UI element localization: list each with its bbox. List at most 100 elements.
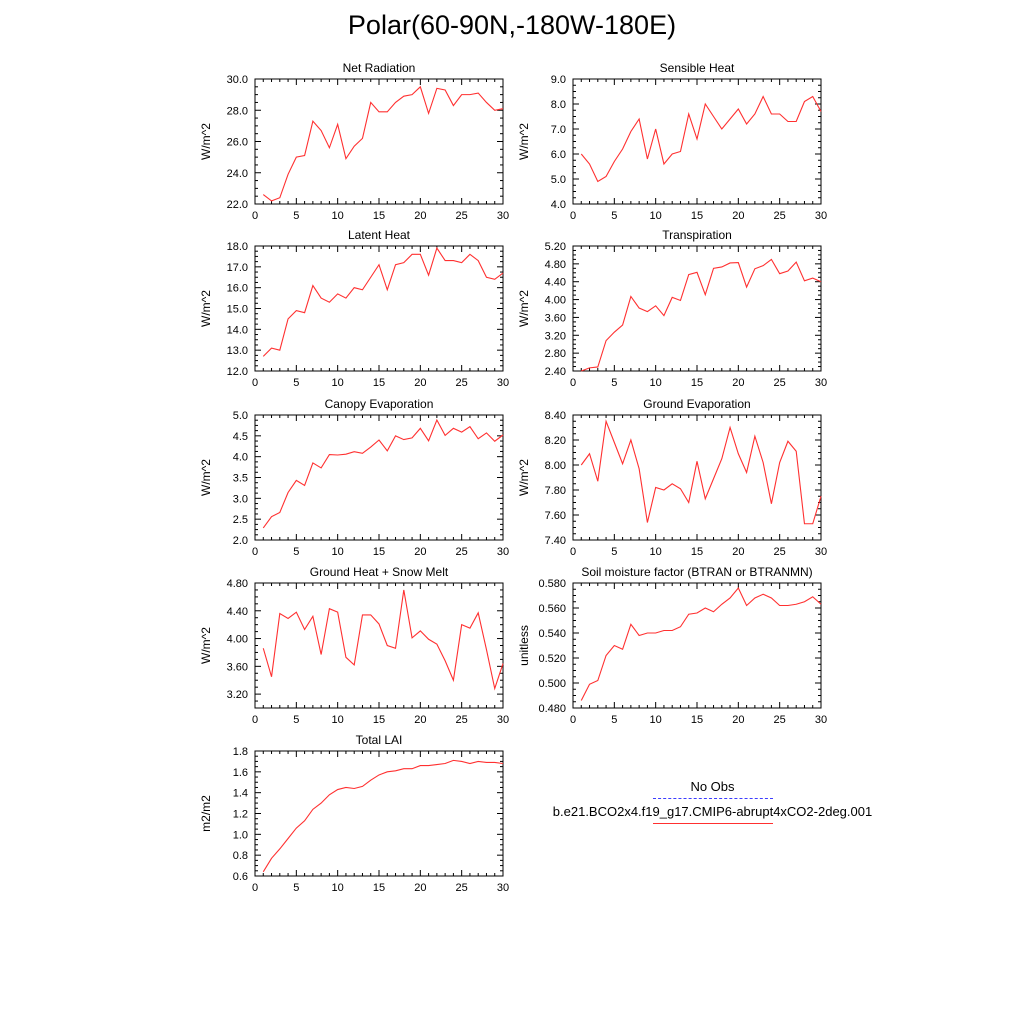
y-tick-label: 5.20 [545, 241, 566, 253]
y-tick-label: 0.500 [538, 678, 566, 690]
y-tick-label: 5.0 [233, 410, 248, 422]
y-tick-label: 13.0 [227, 345, 248, 357]
x-tick-label: 0 [570, 210, 576, 222]
panel-title: Ground Heat + Snow Melt [310, 565, 449, 579]
x-tick-label: 25 [456, 546, 468, 558]
x-tick-label: 5 [611, 546, 617, 558]
y-tick-label: 8.00 [545, 460, 566, 472]
plot-frame [572, 414, 822, 541]
y-tick-label: 24.0 [227, 168, 248, 180]
y-tick-label: 0.580 [538, 578, 566, 590]
legend-model-line [652, 823, 773, 824]
panel-title: Soil moisture factor (BTRAN or BTRANMN) [581, 565, 812, 579]
x-tick-label: 15 [373, 714, 385, 726]
x-tick-label: 5 [293, 882, 299, 894]
legend-obs-line [652, 798, 773, 799]
x-tick-label: 15 [691, 546, 703, 558]
y-axis-label: unitless [517, 625, 531, 666]
y-tick-label: 4.80 [227, 578, 248, 590]
x-tick-label: 30 [497, 210, 509, 222]
legend: No Obs b.e21.BCO2x4.f19_g17.CMIP6-abrupt… [520, 778, 905, 828]
y-axis-label: W/m^2 [199, 459, 213, 496]
chart-panel-3: 0 5 10 15 20 25 30 2.40 2.80 3.20 3.60 4.00 4.40 4.80… [517, 228, 827, 389]
y-tick-label: 26.0 [227, 137, 248, 149]
x-tick-label: 20 [414, 210, 426, 222]
x-tick-label: 5 [293, 546, 299, 558]
x-tick-label: 25 [774, 714, 786, 726]
y-tick-label: 8.0 [551, 99, 566, 111]
x-tick-label: 10 [332, 377, 344, 389]
y-tick-label: 4.00 [227, 634, 248, 646]
y-tick-label: 15.0 [227, 304, 248, 316]
y-tick-label: 4.0 [551, 199, 566, 211]
x-tick-label: 0 [252, 882, 258, 894]
y-tick-label: 4.40 [227, 606, 248, 618]
x-tick-label: 25 [774, 377, 786, 389]
y-axis-label: m2/m2 [199, 795, 213, 832]
y-tick-label: 17.0 [227, 262, 248, 274]
chart-panel-2: 0 5 10 15 20 25 30 12.0 13.0 14.0 15.0 16.0 17.0 18.0… [199, 228, 509, 389]
y-tick-label: 7.0 [551, 124, 566, 136]
plot-frame [572, 78, 822, 205]
x-tick-label: 0 [252, 210, 258, 222]
y-tick-label: 6.0 [551, 149, 566, 161]
y-tick-label: 3.20 [227, 689, 248, 701]
x-tick-label: 25 [456, 714, 468, 726]
y-axis-label: W/m^2 [517, 459, 531, 496]
x-tick-label: 10 [332, 546, 344, 558]
x-tick-label: 25 [456, 377, 468, 389]
plot-frame [254, 414, 504, 541]
y-tick-label: 0.540 [538, 628, 566, 640]
y-tick-label: 4.80 [545, 259, 566, 271]
x-tick-label: 5 [293, 377, 299, 389]
series-line-0 [580, 95, 822, 183]
x-tick-label: 20 [732, 546, 744, 558]
series-line-0 [262, 759, 504, 873]
chart-panel-0: 0 5 10 15 20 25 30 22.0 24.0 26.0 28.0 30.0 Net Radi… [199, 61, 509, 222]
x-tick-label: 15 [691, 210, 703, 222]
x-tick-label: 20 [732, 210, 744, 222]
y-tick-label: 4.5 [233, 431, 248, 443]
y-axis-label: W/m^2 [517, 290, 531, 327]
x-tick-label: 0 [252, 377, 258, 389]
series-line-0 [580, 419, 822, 525]
x-tick-label: 15 [373, 377, 385, 389]
y-tick-label: 5.0 [551, 174, 566, 186]
x-tick-label: 20 [414, 546, 426, 558]
y-tick-label: 2.5 [233, 514, 248, 526]
x-tick-label: 20 [732, 714, 744, 726]
x-tick-label: 20 [414, 714, 426, 726]
legend-obs-label: No Obs [690, 779, 735, 794]
x-tick-label: 30 [497, 714, 509, 726]
y-tick-label: 7.60 [545, 510, 566, 522]
y-tick-label: 3.60 [545, 312, 566, 324]
x-tick-label: 15 [691, 377, 703, 389]
y-tick-label: 4.40 [545, 277, 566, 289]
x-tick-label: 30 [497, 377, 509, 389]
x-tick-label: 25 [774, 210, 786, 222]
y-tick-label: 2.40 [545, 366, 566, 378]
y-tick-label: 12.0 [227, 366, 248, 378]
panel-title: Total LAI [356, 733, 403, 747]
x-tick-label: 0 [570, 714, 576, 726]
chart-panel-8: 0 5 10 15 20 25 30 0.6 0.8 1.0 1.2 1.4 1.6 1.8 Total L… [199, 733, 509, 894]
panel-title: Transpiration [662, 228, 732, 242]
x-tick-label: 10 [332, 210, 344, 222]
series-line-0 [580, 586, 822, 701]
x-tick-label: 10 [332, 882, 344, 894]
y-tick-label: 8.40 [545, 410, 566, 422]
chart-panel-6: 0 5 10 15 20 25 30 3.20 3.60 4.00 4.40 4.80 Ground H… [199, 565, 509, 726]
x-tick-label: 15 [373, 882, 385, 894]
x-tick-label: 10 [332, 714, 344, 726]
y-tick-label: 1.0 [233, 829, 248, 841]
y-axis-label: W/m^2 [199, 123, 213, 160]
y-tick-label: 30.0 [227, 74, 248, 86]
x-tick-label: 5 [611, 210, 617, 222]
plot-frame [254, 750, 504, 877]
y-tick-label: 9.0 [551, 74, 566, 86]
y-tick-label: 1.8 [233, 746, 248, 758]
y-tick-label: 1.4 [233, 788, 248, 800]
x-tick-label: 30 [497, 882, 509, 894]
legend-model-label: b.e21.BCO2x4.f19_g17.CMIP6-abrupt4xCO2-2… [552, 804, 873, 819]
x-tick-label: 5 [293, 210, 299, 222]
